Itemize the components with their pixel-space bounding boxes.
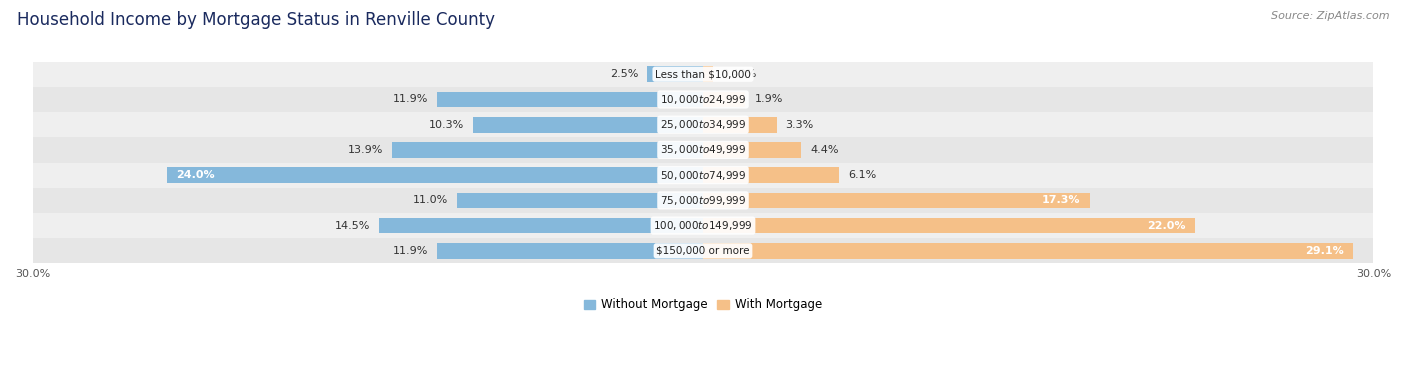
Bar <box>647 67 703 82</box>
Bar <box>392 142 703 158</box>
Text: $35,000 to $49,999: $35,000 to $49,999 <box>659 143 747 156</box>
Bar <box>380 218 703 234</box>
Bar <box>703 67 713 82</box>
Bar <box>32 62 1374 87</box>
Text: 13.9%: 13.9% <box>349 145 384 155</box>
Text: 11.9%: 11.9% <box>392 94 429 104</box>
Text: 2.5%: 2.5% <box>610 69 638 79</box>
Bar <box>32 238 1374 263</box>
Text: 11.0%: 11.0% <box>413 195 449 205</box>
Bar <box>32 188 1374 213</box>
Text: 3.3%: 3.3% <box>786 120 814 130</box>
Text: 24.0%: 24.0% <box>176 170 214 180</box>
Text: $50,000 to $74,999: $50,000 to $74,999 <box>659 169 747 182</box>
Text: 14.5%: 14.5% <box>335 221 370 231</box>
Bar <box>703 243 1353 259</box>
Bar <box>703 167 839 183</box>
Bar <box>703 218 1195 234</box>
Bar <box>703 91 745 107</box>
Bar <box>32 87 1374 112</box>
Text: $75,000 to $99,999: $75,000 to $99,999 <box>659 194 747 207</box>
Text: 6.1%: 6.1% <box>848 170 876 180</box>
Text: Less than $10,000: Less than $10,000 <box>655 69 751 79</box>
Bar <box>32 112 1374 137</box>
Text: 30.0%: 30.0% <box>15 269 51 279</box>
Bar <box>32 213 1374 238</box>
Bar <box>472 117 703 133</box>
Text: 0.43%: 0.43% <box>721 69 756 79</box>
Bar <box>457 192 703 208</box>
Text: 29.1%: 29.1% <box>1306 246 1344 256</box>
Text: $100,000 to $149,999: $100,000 to $149,999 <box>654 219 752 232</box>
Text: 11.9%: 11.9% <box>392 246 429 256</box>
Text: 10.3%: 10.3% <box>429 120 464 130</box>
Text: $150,000 or more: $150,000 or more <box>657 246 749 256</box>
Text: 30.0%: 30.0% <box>1355 269 1391 279</box>
Legend: Without Mortgage, With Mortgage: Without Mortgage, With Mortgage <box>579 294 827 316</box>
Text: $10,000 to $24,999: $10,000 to $24,999 <box>659 93 747 106</box>
Bar <box>703 192 1090 208</box>
Bar <box>437 243 703 259</box>
Text: 17.3%: 17.3% <box>1042 195 1081 205</box>
Bar <box>703 142 801 158</box>
Text: Source: ZipAtlas.com: Source: ZipAtlas.com <box>1271 11 1389 21</box>
Text: 4.4%: 4.4% <box>810 145 839 155</box>
Bar <box>32 137 1374 163</box>
Text: 22.0%: 22.0% <box>1147 221 1185 231</box>
Text: Household Income by Mortgage Status in Renville County: Household Income by Mortgage Status in R… <box>17 11 495 29</box>
Bar <box>32 163 1374 188</box>
Bar <box>437 91 703 107</box>
Text: $25,000 to $34,999: $25,000 to $34,999 <box>659 118 747 131</box>
Text: 1.9%: 1.9% <box>755 94 783 104</box>
Bar <box>167 167 703 183</box>
Bar <box>703 117 776 133</box>
